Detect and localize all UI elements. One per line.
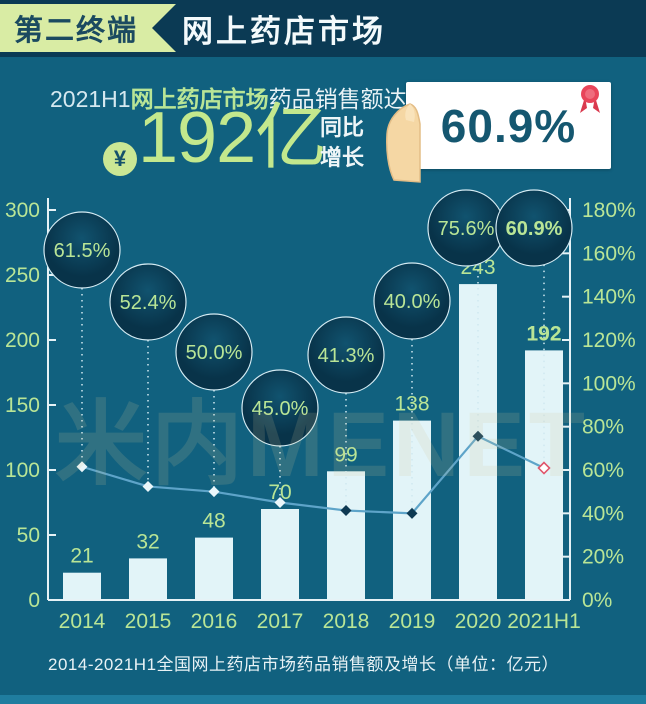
bar-2016: [195, 537, 233, 600]
growth-bubble-value-2019: 40.0%: [384, 291, 441, 313]
growth-bubble-2017: [241, 369, 319, 447]
growth-bubble-2021H1: [495, 189, 573, 267]
svg-text:40%: 40%: [582, 502, 624, 525]
growth-marker-2019: [406, 507, 418, 519]
growth-bubble-value-2015: 52.4%: [120, 292, 177, 314]
header-band: 第二终端 网上药店市场: [0, 0, 646, 57]
bar-value-2021H1: 192: [526, 322, 561, 345]
section-ribbon: 第二终端: [0, 4, 176, 52]
svg-text:100%: 100%: [582, 372, 636, 395]
summary-market-name: 网上药店市场: [130, 86, 269, 112]
x-label-2020: 2020: [455, 610, 502, 633]
growth-bubble-2018: [307, 316, 385, 394]
bar-value-2017: 70: [268, 481, 291, 504]
growth-bubble-value-2020: 75.6%: [438, 218, 495, 240]
growth-bubble-value-2018: 41.3%: [318, 345, 375, 367]
x-label-2021H1: 2021H1: [507, 610, 581, 633]
growth-label-line2: 增长: [320, 144, 365, 170]
bar-2015: [129, 558, 167, 600]
x-label-2016: 2016: [191, 610, 238, 633]
x-label-2018: 2018: [323, 610, 370, 633]
svg-text:0%: 0%: [582, 589, 612, 612]
svg-text:20%: 20%: [582, 546, 624, 569]
svg-text:200: 200: [5, 329, 40, 352]
bar-value-2019: 138: [394, 393, 429, 416]
medal-ribbon-icon: [580, 85, 600, 113]
bar-2018: [327, 471, 365, 600]
yuan-icon: ¥: [103, 142, 137, 176]
growth-bubble-value-2021H1: 60.9%: [506, 218, 563, 240]
bar-value-2016: 48: [202, 510, 225, 533]
x-label-2014: 2014: [59, 610, 106, 633]
chart-canvas: 0 50 100 150 200 250 300 0% 20% 40% 60% 80% 100% 120%…: [5, 189, 636, 633]
growth-marker-2018: [340, 505, 352, 517]
growth-bubble-2016: [175, 313, 253, 391]
growth-bubble-2015: [109, 263, 187, 341]
growth-marker-2021H1: [537, 461, 551, 475]
page-title: 网上药店市场: [182, 14, 386, 49]
svg-text:180%: 180%: [582, 199, 636, 222]
svg-text:250: 250: [5, 264, 40, 287]
svg-text:140%: 140%: [582, 286, 636, 309]
svg-text:0: 0: [28, 589, 40, 612]
svg-text:300: 300: [5, 199, 40, 222]
growth-line: [81, 434, 545, 515]
svg-text:160%: 160%: [582, 242, 636, 265]
svg-text:80%: 80%: [582, 416, 624, 439]
svg-text:150: 150: [5, 394, 40, 417]
svg-text:50: 50: [17, 524, 40, 547]
growth-marker-2017: [274, 497, 286, 508]
bar-2014: [63, 572, 101, 600]
section-ribbon-label: 第二终端: [14, 15, 139, 47]
sales-growth-chart: 0 50 100 150 200 250 300 0% 20% 40% 60% 80% 100% 120%…: [0, 185, 646, 645]
growth-label-line1: 同比: [320, 115, 365, 140]
x-label-2019: 2019: [389, 610, 436, 633]
bar-2017: [261, 509, 299, 600]
growth-bubble-value-2016: 50.0%: [186, 342, 243, 364]
hand-icon: [386, 103, 421, 183]
growth-bubble-value-2017: 45.0%: [252, 398, 309, 420]
x-label-2017: 2017: [257, 610, 304, 633]
bar-value-2018: 99: [334, 443, 357, 466]
growth-card: 60.9%: [386, 82, 611, 183]
growth-label: 同比 增长: [320, 113, 364, 172]
growth-marker-2014: [76, 461, 88, 473]
svg-text:120%: 120%: [582, 329, 636, 352]
growth-value: 60.9%: [440, 99, 577, 152]
summary-headline: 2021H1网上药店市场药品销售额达: [50, 80, 407, 114]
svg-text:60%: 60%: [582, 459, 624, 482]
growth-marker-2020: [472, 430, 484, 442]
bar-value-2014: 21: [70, 545, 93, 568]
growth-bubble-2014: [43, 211, 121, 289]
bar-2021H1: [525, 350, 563, 600]
svg-text:100: 100: [5, 459, 40, 482]
bar-value-2015: 32: [136, 530, 159, 553]
footer-strip: [0, 695, 646, 704]
growth-marker-2015: [142, 480, 154, 492]
x-label-2015: 2015: [125, 610, 172, 633]
summary-suffix: 药品销售额达: [268, 86, 407, 112]
growth-bubble-value-2014: 61.5%: [54, 240, 111, 262]
chart-caption: 2014-2021H1全国网上药店市场药品销售额及增长（单位：亿元）: [48, 655, 560, 674]
growth-bubble-2019: [373, 262, 451, 340]
growth-marker-2016: [208, 486, 220, 498]
sales-amount-value: 192亿: [138, 98, 327, 178]
summary-period: 2021H1: [50, 86, 131, 112]
